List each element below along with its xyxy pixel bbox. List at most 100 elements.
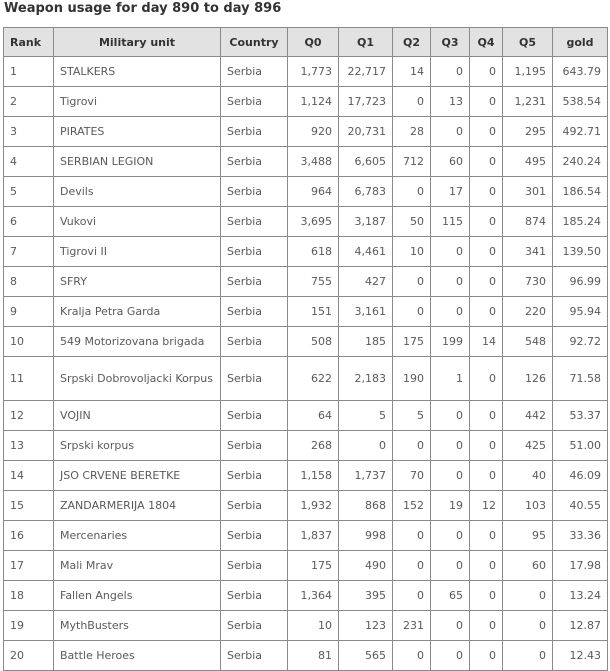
cell-q2: 50 [392,206,431,237]
cell-q1: 2,183 [338,356,393,401]
cell-q5: 0 [502,640,553,671]
cell-rank: 1 [3,56,54,87]
cell-rank: 15 [3,490,54,521]
cell-military-unit: JSO CRVENE BERETKE [53,460,221,491]
cell-q4: 0 [469,610,503,641]
table-row: 19 MythBusters Serbia 10 123 231 0 0 0 12.87 [3,610,608,641]
page-title: Weapon usage for day 890 to day 896 [4,1,282,16]
cell-country: Serbia [220,430,288,461]
cell-gold: 46.09 [552,460,608,491]
table-row: 16 Mercenaries Serbia 1,837 998 0 0 0 95 33.36 [3,520,608,551]
cell-q4: 14 [469,326,503,357]
cell-military-unit: STALKERS [53,56,221,87]
cell-q1: 185 [338,326,393,357]
cell-rank: 16 [3,520,54,551]
cell-q0: 1,837 [287,520,339,551]
cell-gold: 12.43 [552,640,608,671]
cell-q2: 712 [392,146,431,177]
column-header-q4: Q4 [469,27,503,57]
column-header-q5: Q5 [502,27,553,57]
cell-q0: 622 [287,356,339,401]
cell-country: Serbia [220,296,288,327]
cell-country: Serbia [220,580,288,611]
cell-country: Serbia [220,86,288,117]
cell-rank: 17 [3,550,54,581]
cell-rank: 7 [3,236,54,267]
cell-gold: 13.24 [552,580,608,611]
cell-q3: 0 [430,610,470,641]
cell-country: Serbia [220,356,288,401]
cell-country: Serbia [220,460,288,491]
cell-q4: 0 [469,236,503,267]
cell-rank: 11 [3,356,54,401]
cell-q5: 730 [502,266,553,297]
cell-military-unit: Srpski Dobrovoljacki Korpus [53,356,221,401]
cell-q4: 0 [469,116,503,147]
cell-q5: 301 [502,176,553,207]
table-header-row: Rank Military unit Country Q0 Q1 Q2 Q3 Q4 Q5 gold [3,27,608,57]
cell-q5: 1,231 [502,86,553,117]
cell-gold: 92.72 [552,326,608,357]
cell-q5: 442 [502,400,553,431]
table-row: 13 Srpski korpus Serbia 268 0 0 0 0 425 51.00 [3,430,608,461]
cell-q4: 0 [469,296,503,327]
cell-q3: 13 [430,86,470,117]
cell-rank: 19 [3,610,54,641]
cell-q5: 95 [502,520,553,551]
cell-country: Serbia [220,266,288,297]
cell-q0: 755 [287,266,339,297]
cell-military-unit: Mercenaries [53,520,221,551]
cell-q3: 0 [430,236,470,267]
cell-q0: 81 [287,640,339,671]
cell-q5: 0 [502,610,553,641]
cell-rank: 10 [3,326,54,357]
cell-q1: 3,161 [338,296,393,327]
cell-military-unit: SERBIAN LEGION [53,146,221,177]
cell-q2: 0 [392,550,431,581]
cell-military-unit: Fallen Angels [53,580,221,611]
cell-rank: 5 [3,176,54,207]
cell-gold: 240.24 [552,146,608,177]
column-header-gold: gold [552,27,608,57]
table-row: 8 SFRY Serbia 755 427 0 0 0 730 96.99 [3,266,608,297]
cell-q2: 175 [392,326,431,357]
cell-q1: 427 [338,266,393,297]
cell-q2: 14 [392,56,431,87]
cell-q0: 1,124 [287,86,339,117]
cell-gold: 492.71 [552,116,608,147]
cell-q3: 17 [430,176,470,207]
cell-q2: 70 [392,460,431,491]
cell-q1: 0 [338,430,393,461]
table-row: 15 ZANDARMERIJA 1804 Serbia 1,932 868 152 19 12… [3,490,608,521]
cell-gold: 71.58 [552,356,608,401]
table-row: 9 Kralja Petra Garda Serbia 151 3,161 0 0 0 220 9… [3,296,608,327]
cell-rank: 9 [3,296,54,327]
cell-q4: 0 [469,356,503,401]
cell-q0: 920 [287,116,339,147]
table-row: 14 JSO CRVENE BERETKE Serbia 1,158 1,737 70 0 0… [3,460,608,491]
cell-gold: 95.94 [552,296,608,327]
cell-q3: 0 [430,116,470,147]
cell-rank: 3 [3,116,54,147]
cell-q1: 6,783 [338,176,393,207]
cell-q2: 0 [392,176,431,207]
table-row: 17 Mali Mrav Serbia 175 490 0 0 0 60 17.98 [3,550,608,581]
column-header-q3: Q3 [430,27,470,57]
cell-q3: 19 [430,490,470,521]
cell-q5: 126 [502,356,553,401]
column-header-country: Country [220,27,288,57]
cell-q3: 0 [430,400,470,431]
cell-rank: 13 [3,430,54,461]
cell-gold: 51.00 [552,430,608,461]
cell-q5: 425 [502,430,553,461]
cell-rank: 12 [3,400,54,431]
table-row: 6 Vukovi Serbia 3,695 3,187 50 115 0 874 185.24 [3,206,608,237]
cell-q2: 190 [392,356,431,401]
cell-q3: 0 [430,550,470,581]
cell-q0: 508 [287,326,339,357]
cell-military-unit: Tigrovi II [53,236,221,267]
cell-country: Serbia [220,146,288,177]
column-header-rank: Rank [3,27,54,57]
cell-rank: 6 [3,206,54,237]
cell-q3: 0 [430,266,470,297]
